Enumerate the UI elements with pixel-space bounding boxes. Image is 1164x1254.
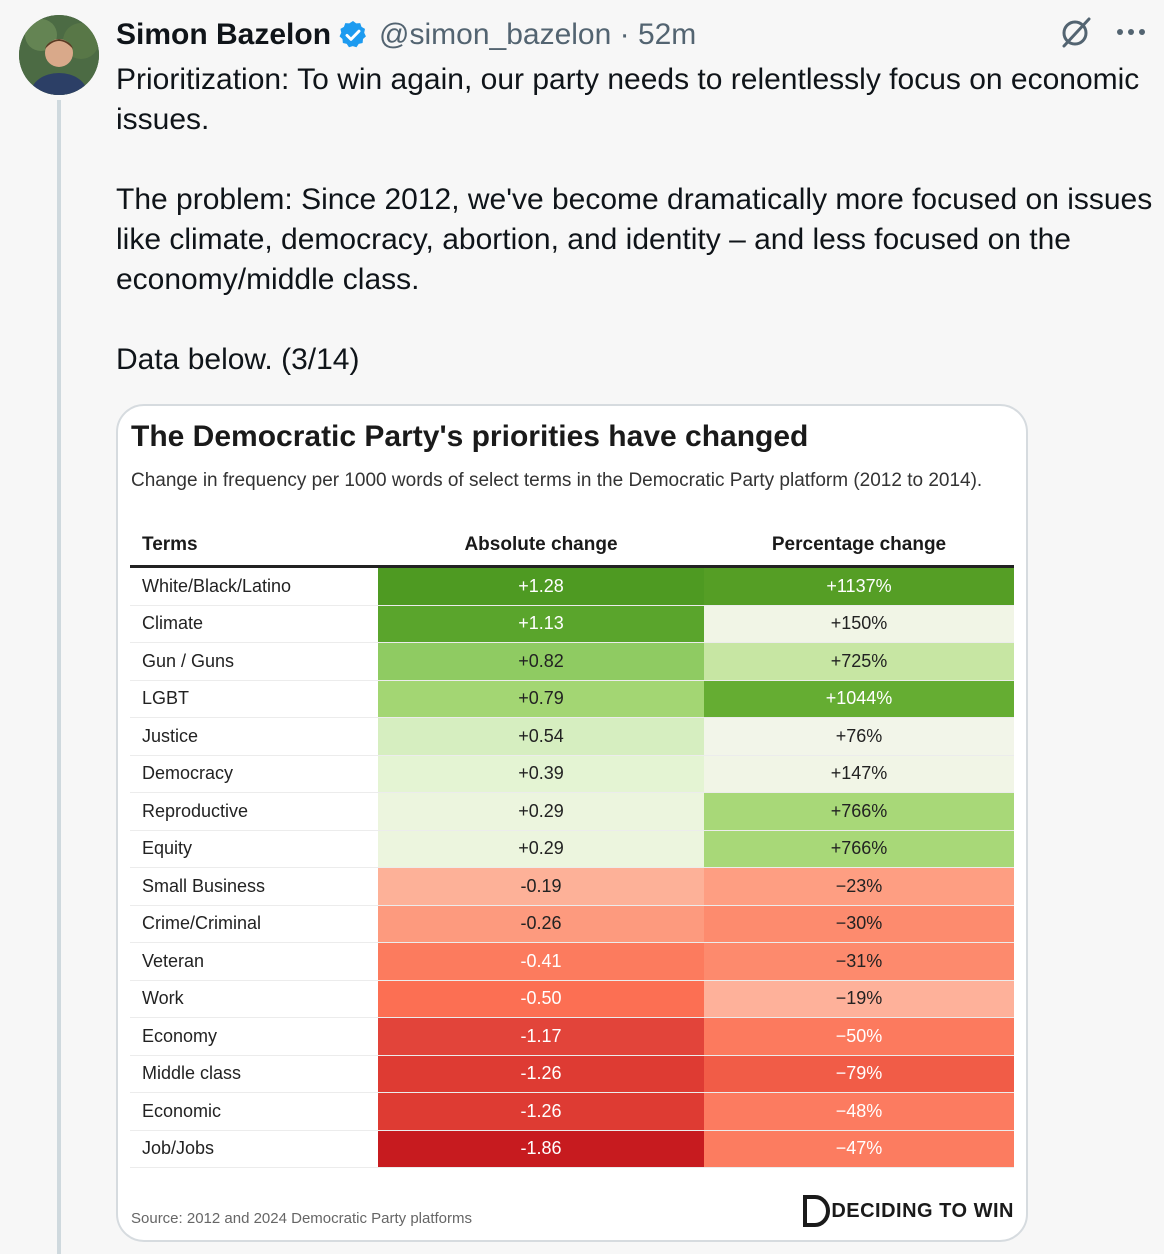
cell-absolute-change: -1.26 [378,1055,704,1092]
cell-absolute-change: -1.86 [378,1130,704,1167]
cell-term: Economy [130,1018,378,1055]
cell-percentage-change: −31% [704,943,1014,980]
cell-absolute-change: -0.50 [378,980,704,1017]
table-row: Veteran -0.41 −31% [130,943,1014,981]
table-header: Terms Absolute change Percentage change [130,524,1014,568]
table-row: Work -0.50 −19% [130,980,1014,1018]
table-row: Middle class -1.26 −79% [130,1055,1014,1093]
table-row: Small Business -0.19 −23% [130,868,1014,906]
cell-percentage-change: −48% [704,1093,1014,1130]
cell-percentage-change: +147% [704,755,1014,792]
table-row: LGBT +0.79 +1044% [130,680,1014,718]
table-row: Gun / Guns +0.82 +725% [130,643,1014,681]
cell-term: Work [130,980,378,1017]
tweet-paragraph: The problem: Since 2012, we've become dr… [116,183,1153,296]
cell-term: Justice [130,718,378,755]
cell-term: Climate [130,605,378,642]
cell-percentage-change: −19% [704,980,1014,1017]
cell-percentage-change: +76% [704,718,1014,755]
cell-percentage-change: −30% [704,905,1014,942]
table-row: Job/Jobs -1.86 −47% [130,1130,1014,1168]
cell-percentage-change: +766% [704,830,1014,867]
cell-term: Reproductive [130,793,378,830]
cell-percentage-change: +725% [704,643,1014,680]
deciding-to-win-logo: DECIDING TO WIN [801,1194,1014,1228]
cell-absolute-change: -0.26 [378,905,704,942]
cell-absolute-change: +1.28 [378,568,704,605]
cell-absolute-change: +0.54 [378,718,704,755]
avatar[interactable] [19,15,99,95]
cell-term: Crime/Criminal [130,905,378,942]
table-row: Climate +1.13 +150% [130,605,1014,643]
author-name[interactable]: Simon Bazelon [116,18,332,51]
cell-term: Equity [130,830,378,867]
cell-absolute-change: -0.41 [378,943,704,980]
tweet-paragraph: Data below. (3/14) [116,343,360,376]
grok-icon[interactable] [1058,14,1094,50]
cell-term: Small Business [130,868,378,905]
tweet-text: Prioritization: To win again, our party … [116,60,1156,380]
cell-term: Middle class [130,1055,378,1092]
logo-d-icon [803,1195,831,1227]
cell-term: Job/Jobs [130,1130,378,1167]
cell-absolute-change: +1.13 [378,605,704,642]
tweet-actions-top [1058,14,1148,50]
table-row: Democracy +0.39 +147% [130,755,1014,793]
cell-absolute-change: +0.79 [378,680,704,717]
tweet-header: Simon Bazelon @simon_bazelon · 52m [116,15,696,55]
table-row: Economy -1.17 −50% [130,1018,1014,1056]
cell-term: Veteran [130,943,378,980]
table-row: Crime/Criminal -0.26 −30% [130,905,1014,943]
cell-percentage-change: +766% [704,793,1014,830]
chart-subtitle: Change in frequency per 1000 words of se… [131,470,983,491]
cell-term: LGBT [130,680,378,717]
cell-absolute-change: +0.29 [378,793,704,830]
cell-absolute-change: +0.82 [378,643,704,680]
cell-percentage-change: −23% [704,868,1014,905]
table-row: White/Black/Latino +1.28 +1137% [130,568,1014,606]
column-header-terms: Terms [142,533,198,555]
handle-and-time[interactable]: @simon_bazelon · 52m [379,18,697,51]
cell-absolute-change: +0.39 [378,755,704,792]
table-row: Justice +0.54 +76% [130,718,1014,756]
avatar-photo [19,15,99,95]
cell-absolute-change: -1.26 [378,1093,704,1130]
logo-text: DECIDING TO WIN [831,1199,1014,1222]
cell-term: Gun / Guns [130,643,378,680]
table-row: Economic -1.26 −48% [130,1093,1014,1131]
table-body: White/Black/Latino +1.28 +1137% Climate +1.1… [130,568,1014,1168]
cell-term: Economic [130,1093,378,1130]
cell-absolute-change: +0.29 [378,830,704,867]
cell-percentage-change: −47% [704,1130,1014,1167]
cell-percentage-change: +1137% [704,568,1014,605]
tweet-media-image[interactable]: The Democratic Party's priorities have c… [116,404,1028,1242]
column-header-percentage: Percentage change [771,533,947,555]
verified-badge-icon [339,21,366,48]
cell-percentage-change: +1044% [704,680,1014,717]
thread-line [57,100,61,1254]
cell-absolute-change: -0.19 [378,868,704,905]
chart-source: Source: 2012 and 2024 Democratic Party p… [131,1210,473,1227]
chart-title: The Democratic Party's priorities have c… [131,420,809,453]
data-table: Terms Absolute change Percentage change … [130,524,1014,1168]
cell-absolute-change: -1.17 [378,1018,704,1055]
cell-percentage-change: +150% [704,605,1014,642]
table-row: Equity +0.29 +766% [130,830,1014,868]
table-row: Reproductive +0.29 +766% [130,793,1014,831]
more-icon[interactable] [1114,15,1148,49]
cell-percentage-change: −79% [704,1055,1014,1092]
cell-term: White/Black/Latino [130,568,378,605]
cell-percentage-change: −50% [704,1018,1014,1055]
cell-term: Democracy [130,755,378,792]
column-header-absolute: Absolute change [464,533,618,555]
tweet-paragraph: Prioritization: To win again, our party … [116,63,1140,136]
